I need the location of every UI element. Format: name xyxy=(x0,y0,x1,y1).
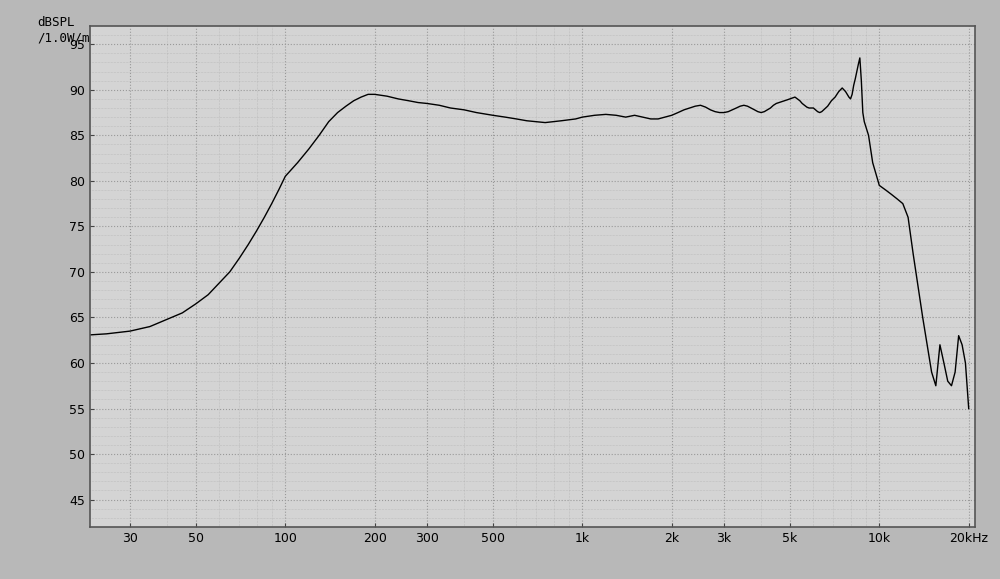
Text: dBSPL
/1.0W/m: dBSPL /1.0W/m xyxy=(37,16,89,44)
